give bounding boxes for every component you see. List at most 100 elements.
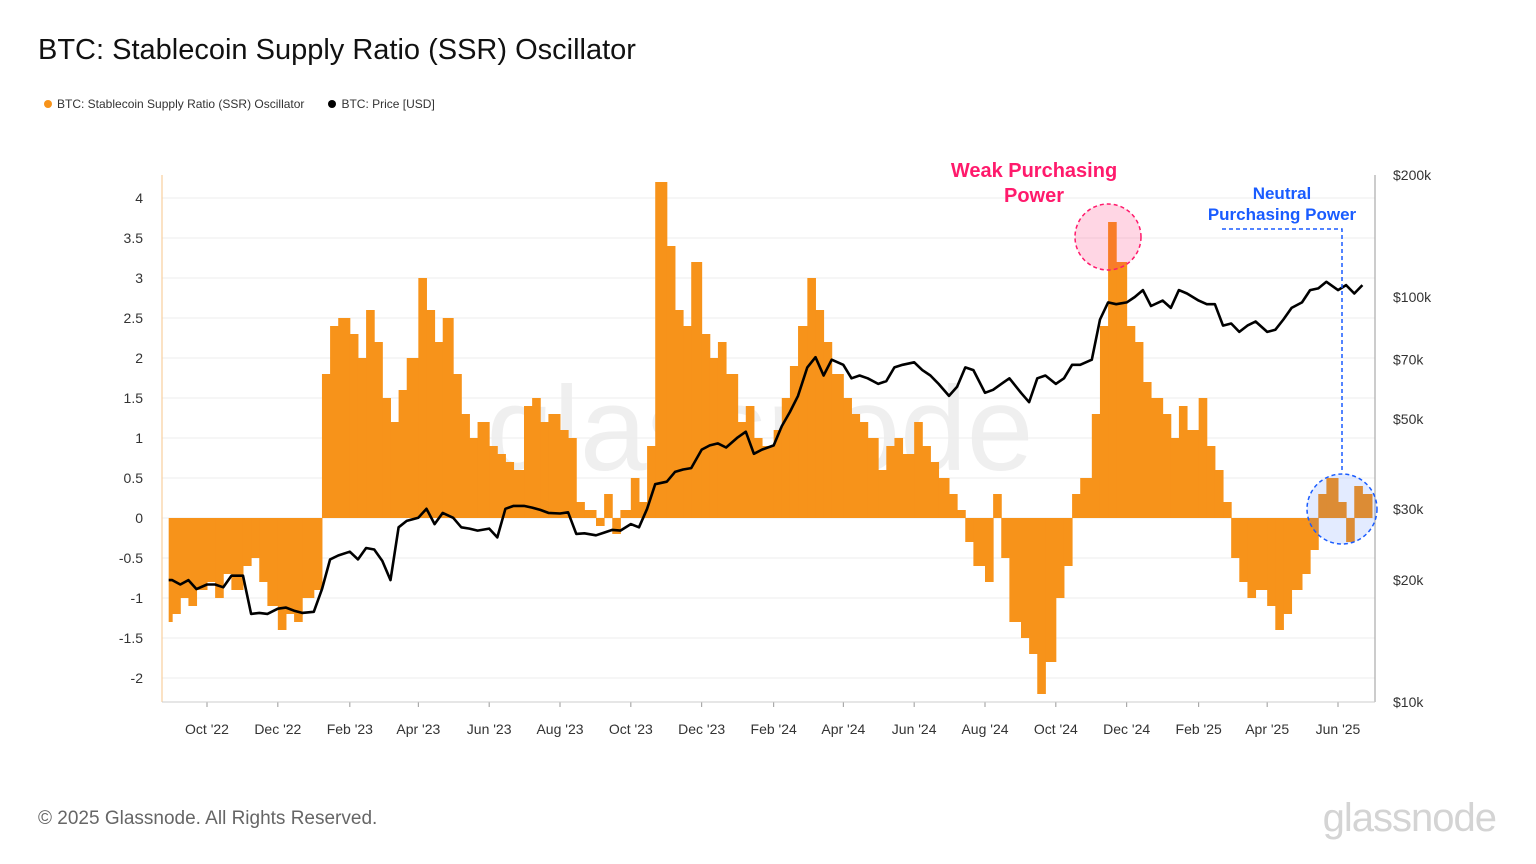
oscillator-bar (1231, 518, 1240, 558)
oscillator-bar (878, 470, 887, 518)
oscillator-bar (1134, 342, 1144, 518)
oscillator-bar (180, 518, 189, 598)
oscillator-bar (807, 278, 816, 518)
oscillator-bar (949, 494, 958, 518)
oscillator-bar (1126, 326, 1136, 518)
x-tick-label: Aug '24 (961, 721, 1008, 737)
oscillator-bar (753, 438, 763, 518)
oscillator-bar (330, 326, 339, 518)
legend-item-oscillator[interactable]: BTC: Stablecoin Supply Ratio (SSR) Oscil… (44, 97, 304, 111)
oscillator-bar (674, 310, 684, 518)
oscillator-bar (886, 446, 895, 518)
oscillator-bar (477, 422, 490, 518)
x-tick-label: Dec '23 (678, 721, 725, 737)
oscillator-bar (930, 462, 940, 518)
oscillator-bar (524, 406, 533, 518)
oscillator-bar (1151, 398, 1164, 518)
oscillator-bar (709, 358, 719, 518)
oscillator-bar (815, 310, 825, 518)
oscillator-bar (434, 342, 444, 518)
x-tick-label: Feb '23 (327, 721, 373, 737)
y-left-tick-label: 0.5 (124, 470, 144, 486)
oscillator-bar (1338, 502, 1347, 518)
oscillator-bar (859, 422, 869, 518)
oscillator-bar (426, 310, 436, 518)
oscillator-bar (717, 342, 727, 518)
oscillator-bar (568, 438, 577, 518)
oscillator-bar (1247, 518, 1257, 598)
oscillator-bar (595, 518, 605, 526)
oscillator-bar (789, 366, 799, 518)
oscillator-bar (781, 398, 791, 518)
oscillator-bar (655, 182, 668, 518)
oscillator-bar (223, 518, 232, 574)
oscillator-bar (1037, 518, 1046, 694)
orange-dot-icon (44, 100, 52, 108)
oscillator-bar (993, 494, 1002, 518)
oscillator-bar (1170, 438, 1180, 518)
oscillator-bar (957, 510, 966, 518)
oscillator-bar (701, 334, 711, 518)
y-left-tick-label: 2 (135, 350, 143, 366)
annotation-connector (1222, 228, 1343, 472)
oscillator-bar (1001, 518, 1010, 558)
oscillator-bar (1080, 478, 1093, 518)
oscillator-bar (1009, 518, 1022, 622)
oscillator-bar (513, 470, 525, 518)
annotation-neutral-purchasing-power: Neutral (1253, 184, 1312, 203)
oscillator-bar (382, 398, 391, 518)
oscillator-bar (1108, 222, 1117, 518)
y-right-tick-label: $10k (1393, 694, 1424, 710)
y-left-tick-label: -2 (131, 670, 144, 686)
legend-item-price[interactable]: BTC: Price [USD] (328, 97, 435, 111)
oscillator-bar (1187, 430, 1200, 518)
oscillator-bar (1142, 382, 1152, 518)
oscillator-bar (418, 278, 427, 518)
oscillator-bar (938, 478, 950, 518)
oscillator-bar (831, 374, 844, 518)
oscillator-bar (540, 422, 549, 518)
legend-label: BTC: Price [USD] (341, 97, 435, 111)
x-tick-label: Dec '22 (254, 721, 301, 737)
oscillator-bar (1020, 518, 1030, 638)
oscillator-bar (762, 446, 775, 518)
oscillator-bar (851, 414, 861, 518)
weak-purchasing-circle (1074, 203, 1142, 271)
oscillator-bar (231, 518, 244, 590)
oscillator-bar (469, 438, 479, 518)
glassnode-logo: glassnode (1322, 796, 1497, 840)
oscillator-bar (773, 430, 783, 518)
oscillator-bar (745, 406, 755, 518)
y-right-tick-label: $50k (1393, 411, 1424, 427)
oscillator-bar (984, 518, 994, 582)
oscillator-bar (321, 374, 331, 518)
oscillator-bar (1310, 518, 1319, 550)
y-left-tick-label: 1.5 (124, 390, 144, 406)
oscillator-bar (612, 518, 621, 534)
oscillator-bar (251, 518, 260, 558)
oscillator-bar (620, 510, 632, 518)
oscillator-bar (1091, 414, 1101, 518)
y-left-tick-label: -0.5 (119, 550, 143, 566)
oscillator-bar (1275, 518, 1284, 630)
oscillator-bar (1099, 326, 1109, 518)
oscillator-bar (313, 518, 323, 590)
oscillator-bar (1354, 486, 1363, 518)
oscillator-bar (902, 454, 915, 518)
oscillator-bar (798, 326, 808, 518)
oscillator-bar (461, 414, 470, 518)
oscillator-bar (584, 510, 597, 518)
oscillator-bar (1063, 518, 1073, 566)
oscillator-bar (357, 358, 367, 518)
oscillator-bar (914, 422, 923, 518)
oscillator-bar (277, 518, 287, 630)
oscillator-bar (207, 518, 216, 582)
y-left-tick-label: -1.5 (119, 630, 143, 646)
oscillator-bar (737, 422, 747, 518)
annotation-weak-purchasing-power: Weak Purchasing (951, 160, 1117, 182)
x-tick-label: Jun '25 (1316, 721, 1361, 737)
x-tick-label: Jun '23 (467, 721, 512, 737)
oscillator-bar (294, 518, 303, 622)
y-right-tick-label: $100k (1393, 289, 1432, 305)
oscillator-bar (843, 398, 852, 518)
